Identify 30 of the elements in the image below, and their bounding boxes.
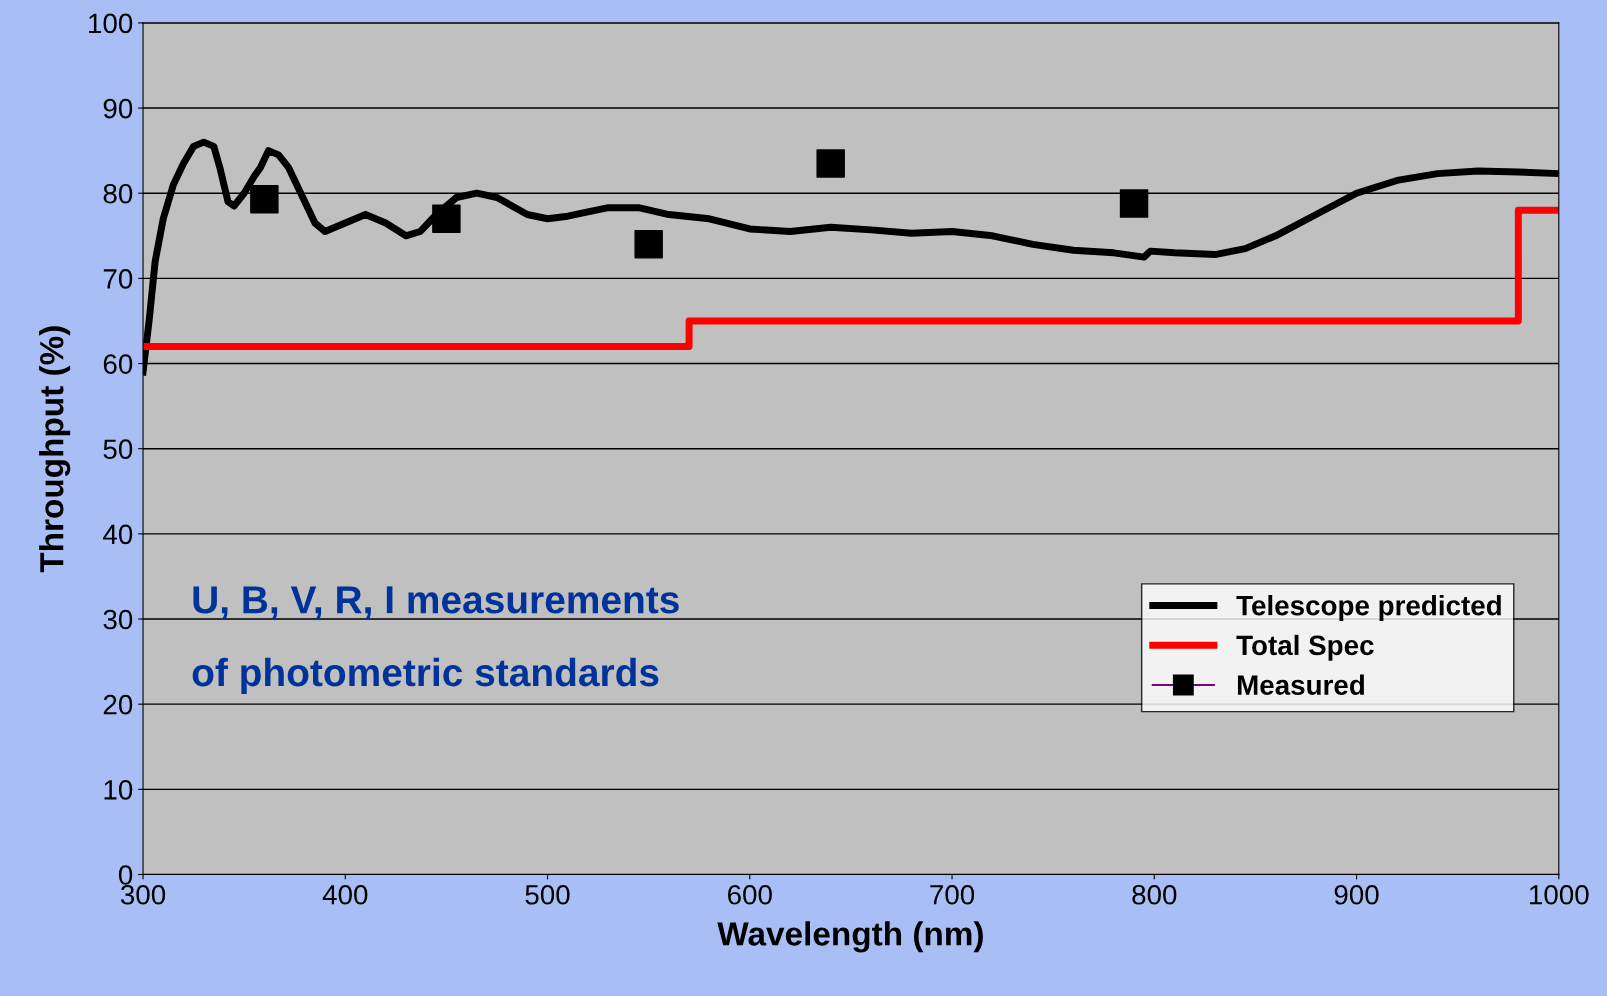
- x-tick-label: 700: [930, 884, 975, 905]
- y-tick-label: 50: [103, 439, 133, 460]
- point: [432, 204, 461, 234]
- x-tick-label: 900: [1334, 884, 1379, 905]
- x-tick-label: 400: [322, 884, 368, 905]
- y-tick-label: 30: [103, 609, 133, 630]
- point: [634, 230, 663, 259]
- x-tick-label: 300: [120, 884, 166, 905]
- point: [816, 149, 845, 178]
- legend-label: Total Spec: [1236, 634, 1374, 661]
- x-axis-title: Wavelength (nm): [717, 921, 983, 953]
- point: [1119, 189, 1149, 218]
- y-tick-label: 20: [103, 694, 133, 715]
- y-tick-label: 90: [103, 98, 133, 119]
- y-tick-label: 60: [103, 354, 133, 374]
- x-tick-label: 500: [525, 884, 570, 905]
- x-tick-label: 800: [1132, 884, 1177, 905]
- legend-label: Measured: [1237, 674, 1364, 695]
- x-tick-label: 1000: [1530, 884, 1589, 905]
- y-tick-label: 70: [103, 269, 133, 289]
- y-tick-label: 80: [103, 183, 133, 204]
- y-tick-label: 10: [104, 780, 133, 800]
- annotation: U, B, V, R, I measurements of photometric standards: [192, 586, 679, 695]
- x-tick-label: 600: [728, 884, 772, 905]
- legend-label: Telescope predicted: [1236, 595, 1501, 621]
- point: [250, 184, 279, 214]
- y-tick-label: 100: [89, 13, 133, 34]
- y-axis-title: Throughput (%): [39, 326, 71, 573]
- y-tick-label: 40: [103, 524, 133, 545]
- y-tick-label: 0: [118, 865, 133, 885]
